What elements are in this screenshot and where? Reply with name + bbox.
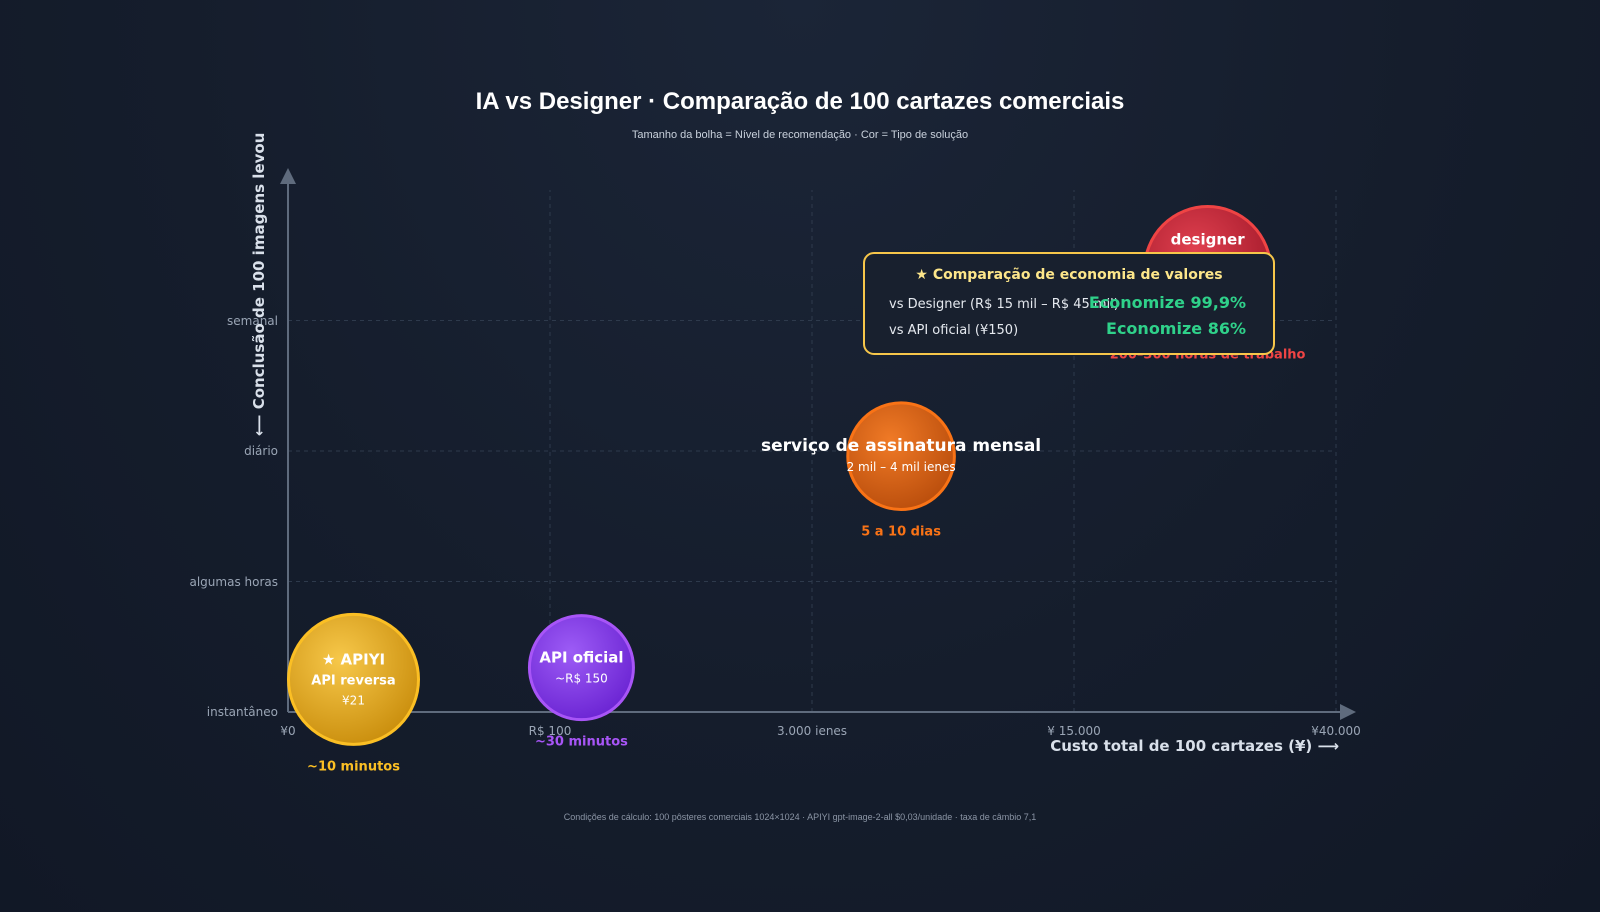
bubble-time-label: ~10 minutos xyxy=(307,759,400,774)
bubble-label: API oficial xyxy=(539,649,623,667)
bubble-label: 2 mil – 4 mil ienes xyxy=(847,460,956,474)
y-tick-label: diário xyxy=(244,444,278,458)
comparison-box-title: ★ Comparação de economia de valores xyxy=(915,267,1222,283)
x-axis-title: Custo total de 100 cartazes (¥) ⟶ xyxy=(1050,737,1339,755)
bubble-group: ★ APIYI API reversa ¥21 ~10 minutos xyxy=(287,612,420,774)
x-tick-label: ¥40.000 xyxy=(1311,724,1361,738)
chart-title: IA vs Designer · Comparação de 100 carta… xyxy=(476,88,1125,115)
bubble-label: API reversa xyxy=(311,673,395,688)
x-tick-label: ¥ 15.000 xyxy=(1047,724,1100,738)
y-tick-label: instantâneo xyxy=(207,705,278,719)
comparison-row-value: Economize 99,9% xyxy=(1089,293,1246,312)
x-tick-label: ¥0 xyxy=(280,724,295,738)
bubble xyxy=(846,401,956,512)
bubble-label: serviço de assinatura mensal xyxy=(761,436,1041,456)
x-tick-labels: ¥0 R$ 100 3.000 ienes ¥ 15.000 ¥40.000 xyxy=(280,724,1360,738)
bubble-group: API oficial ~R$ 150 ~30 minutos xyxy=(527,614,635,750)
comparison-box: ★ Comparação de economia de valores vs D… xyxy=(863,252,1275,355)
bubble-label: ~R$ 150 xyxy=(555,672,608,686)
x-tick-label: R$ 100 xyxy=(529,724,572,738)
y-tick-label: algumas horas xyxy=(189,575,278,589)
bubble xyxy=(527,614,635,722)
footnote: Condições de cálculo: 100 pôsteres comer… xyxy=(564,812,1037,822)
bubble-time-label: 5 a 10 dias xyxy=(861,525,941,540)
bubble-label: ★ APIYI xyxy=(322,650,385,668)
x-tick-label: 3.000 ienes xyxy=(777,724,847,738)
chart-subtitle: Tamanho da bolha = Nível de recomendação… xyxy=(632,129,968,141)
bubble xyxy=(287,612,420,746)
comparison-row-value: Economize 86% xyxy=(1106,319,1246,338)
comparison-row-label: vs Designer (R$ 15 mil – R$ 45 mil) xyxy=(889,297,1119,312)
comparison-row-label: vs API oficial (¥150) xyxy=(889,323,1018,338)
bubble-time-label: ~30 minutos xyxy=(535,735,628,750)
y-axis-title: ⟵ Conclusão de 100 imagens levou xyxy=(250,133,268,436)
comparison-box-frame xyxy=(863,252,1275,355)
bubble-label: designer xyxy=(1171,231,1246,249)
y-tick-labels: instantâneo algumas horas diário semanal xyxy=(189,314,278,719)
bubble-group: serviço de assinatura mensal 2 mil – 4 mi… xyxy=(761,401,1041,540)
bubble-label: ¥21 xyxy=(342,693,365,707)
y-tick-label: semanal xyxy=(227,314,278,328)
